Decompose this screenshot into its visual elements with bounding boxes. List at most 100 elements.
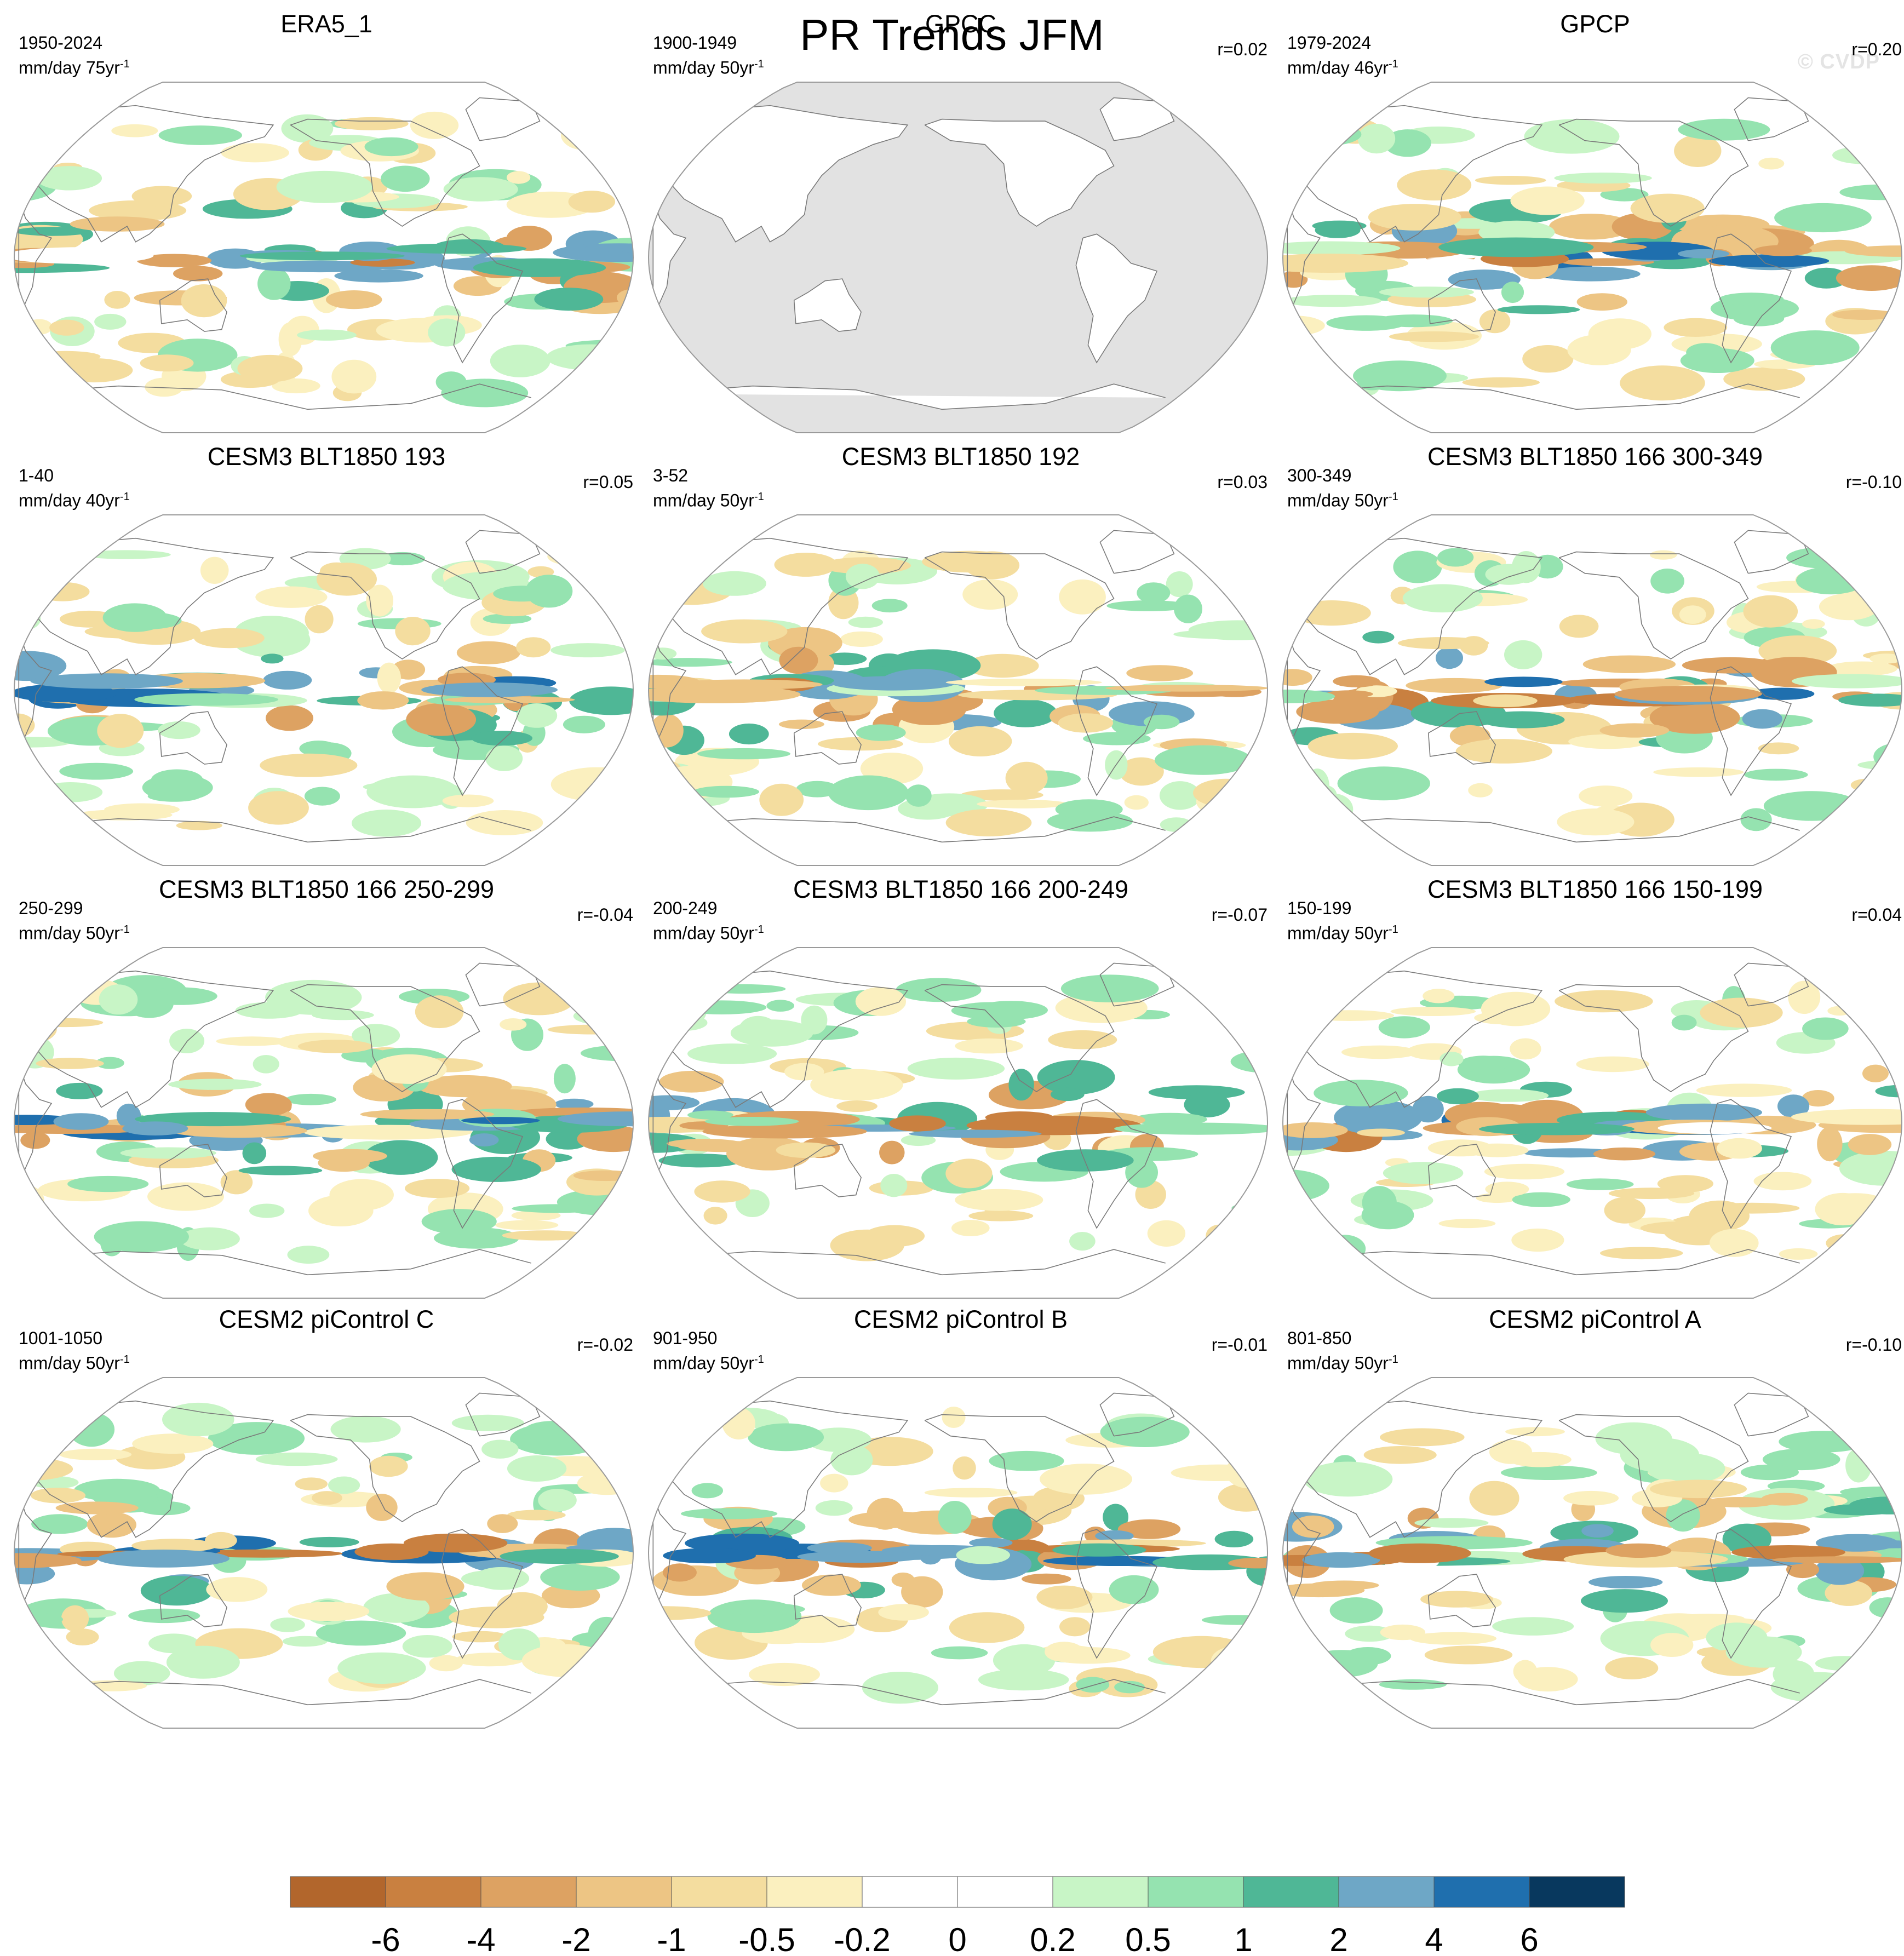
- trend-contour: [410, 111, 459, 139]
- trend-contour: [1124, 795, 1149, 810]
- trend-contour: [285, 1093, 336, 1105]
- coastline: [290, 118, 480, 227]
- panel-period: 1979-2024: [1287, 33, 1372, 53]
- trend-contour: [1559, 615, 1599, 638]
- trend-contour: [649, 1133, 701, 1153]
- trend-contour: [776, 1142, 836, 1158]
- trend-contour: [369, 1455, 408, 1477]
- trend-contour: [1666, 1499, 1700, 1532]
- colorbar-tick-label: -4: [466, 1921, 495, 1956]
- colorbar-tick-label: 2: [1329, 1921, 1347, 1956]
- map-panel: ERA5_1 1950-2024 mm/day 75yr-1: [9, 5, 644, 438]
- trend-contour: [1468, 1089, 1549, 1102]
- trend-contour: [945, 679, 1102, 686]
- colorbar-tick-label: 0.5: [1125, 1921, 1171, 1956]
- coastline: [159, 278, 227, 332]
- trend-contour: [1155, 745, 1252, 775]
- colorbar-box: [480, 1876, 577, 1908]
- map-plot: [647, 514, 1269, 866]
- trend-contour: [502, 1230, 588, 1241]
- trend-contour: [386, 243, 527, 254]
- trend-contour: [1649, 1479, 1747, 1499]
- map-outline: [13, 1377, 634, 1729]
- trend-contour: [485, 745, 523, 771]
- trend-contour: [1479, 1122, 1635, 1135]
- trend-contour: [1283, 254, 1409, 273]
- trend-contour: [1779, 1248, 1818, 1260]
- trend-contour: [1484, 676, 1563, 687]
- pattern-correlation: r=0.03: [1217, 472, 1268, 492]
- trend-contour: [1774, 203, 1872, 233]
- trend-contour: [1040, 1464, 1132, 1495]
- trend-contour: [14, 651, 67, 681]
- trend-contour: [99, 984, 138, 1015]
- trend-contour: [729, 723, 769, 745]
- trend-contour: [703, 571, 766, 596]
- trend-contour: [95, 1057, 124, 1069]
- trend-contour: [1145, 690, 1247, 697]
- trend-contour: [951, 1002, 1032, 1019]
- trend-contour: [1174, 594, 1202, 623]
- trend-contour: [1581, 1589, 1668, 1613]
- trend-contour: [386, 1572, 464, 1601]
- trend-contour: [395, 617, 431, 646]
- trend-contour: [1296, 699, 1379, 724]
- trend-contour: [1501, 282, 1524, 303]
- trend-contour: [994, 699, 1057, 727]
- map-plot: [13, 82, 634, 433]
- trend-contour: [318, 1154, 370, 1172]
- trend-contour: [1380, 1624, 1426, 1640]
- trend-contour: [461, 1117, 540, 1125]
- trend-contour: [113, 1661, 170, 1685]
- colorbar-tick-label: -0.5: [738, 1921, 795, 1956]
- trend-contour: [694, 1180, 750, 1203]
- units-exponent: -1: [119, 58, 130, 70]
- trend-contour: [1076, 1677, 1110, 1693]
- trend-contour: [1862, 1064, 1889, 1082]
- map-panel: CESM3 BLT1850 193 1-40 mm/day 40yr-1 r=0.05: [9, 438, 644, 871]
- trend-contour: [94, 1221, 189, 1253]
- trend-contour: [466, 810, 543, 835]
- trend-contour: [481, 1439, 519, 1459]
- coastline: [15, 1249, 531, 1276]
- trend-contour: [1557, 808, 1635, 836]
- trend-contour: [1696, 1083, 1792, 1097]
- trend-contour: [1436, 647, 1463, 669]
- trend-contour: [1511, 1228, 1564, 1252]
- trend-contour: [242, 1142, 267, 1165]
- trend-contour: [131, 1539, 217, 1553]
- pattern-correlation: r=0.04: [1851, 905, 1902, 925]
- trend-contour: [901, 1134, 936, 1146]
- map-panel: CESM3 BLT1850 166 200-249 200-249 mm/day 5…: [643, 871, 1278, 1304]
- map-panel: CESM3 BLT1850 166 150-199 150-199 mm/day 5…: [1277, 871, 1904, 1304]
- trend-contour: [1406, 678, 1502, 693]
- units-exponent: -1: [119, 1353, 130, 1366]
- trend-contour: [1823, 1504, 1896, 1516]
- trend-contour: [1314, 1080, 1408, 1106]
- trend-contour: [1481, 991, 1551, 1026]
- trend-contour: [1397, 169, 1472, 201]
- trend-contour: [538, 1489, 577, 1512]
- trend-contour: [1283, 689, 1335, 703]
- watermark: © CVDP: [1797, 50, 1880, 73]
- coastline: [793, 278, 862, 332]
- trend-contour: [403, 1533, 508, 1553]
- trend-contour: [1283, 295, 1381, 307]
- trend-contour: [287, 1246, 330, 1264]
- trend-contour: [297, 329, 357, 341]
- trend-contour: [1605, 1657, 1659, 1679]
- trend-contour: [1143, 714, 1180, 730]
- trend-contour: [1817, 1126, 1843, 1162]
- trend-contour: [357, 691, 409, 710]
- coastline: [441, 1099, 524, 1229]
- trend-contour: [134, 693, 278, 706]
- trend-contour: [828, 775, 909, 811]
- coastline: [290, 984, 480, 1093]
- trend-contour: [495, 1220, 559, 1230]
- trend-contour: [500, 1018, 527, 1031]
- colorbar-tick-label: 6: [1520, 1921, 1538, 1956]
- trend-contour: [53, 1113, 109, 1130]
- trend-contour: [1650, 569, 1684, 594]
- trend-contour: [1492, 1617, 1574, 1636]
- panel-units: mm/day 50yr-1: [19, 1353, 130, 1373]
